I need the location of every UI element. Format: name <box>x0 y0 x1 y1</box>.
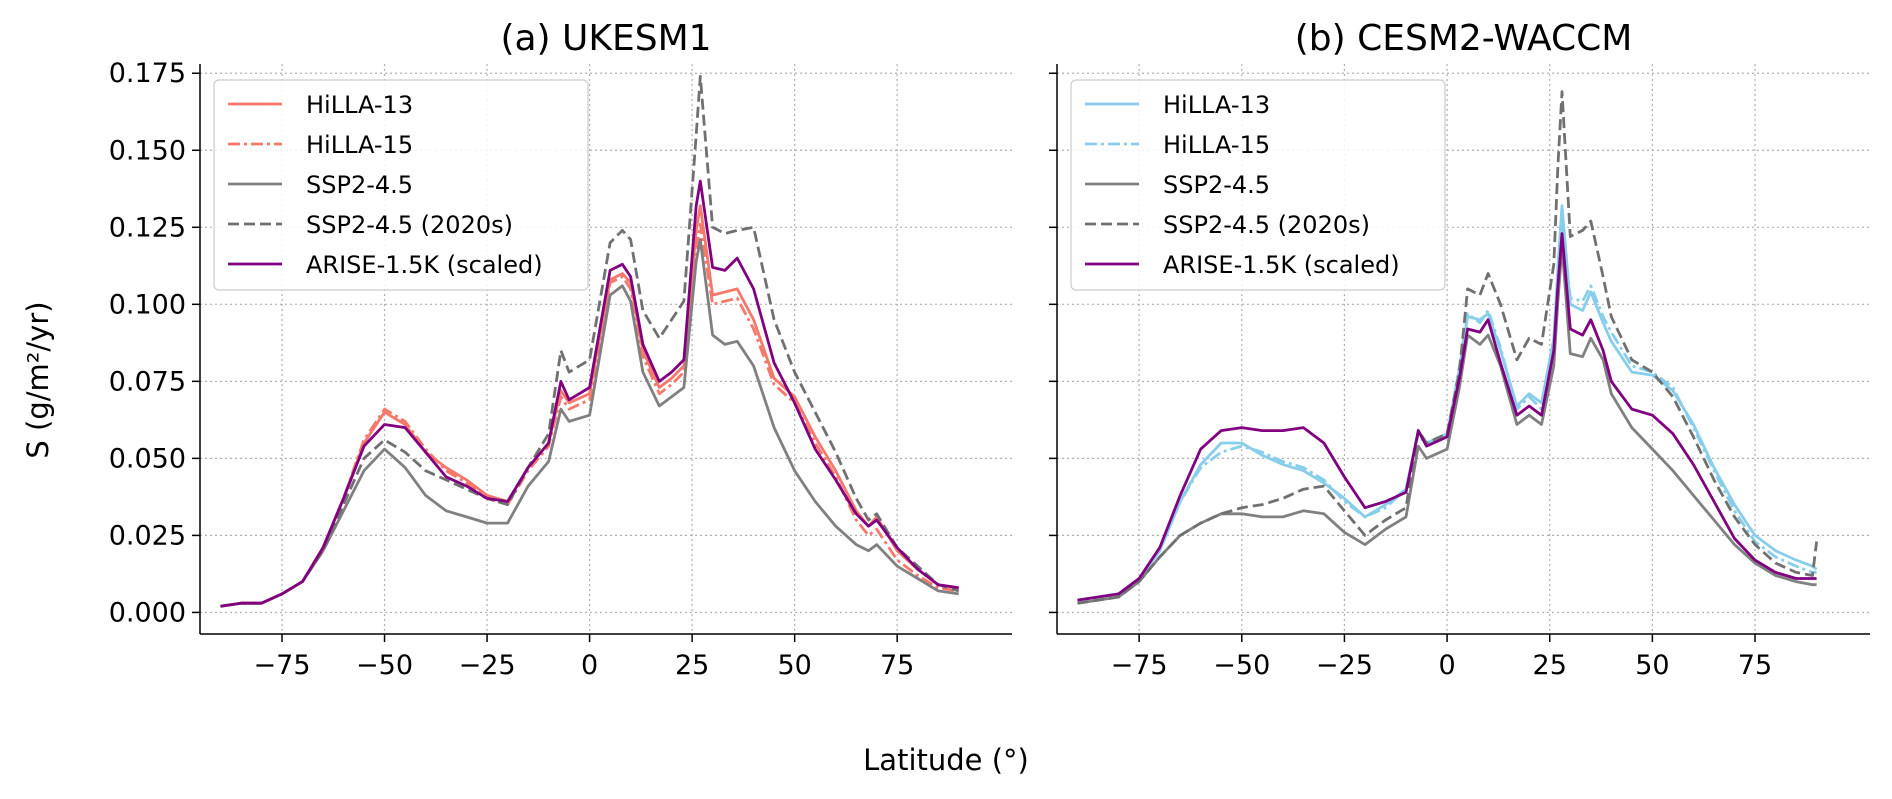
legend <box>213 79 589 291</box>
legend-entry-label: ARISE-1.5K (scaled) <box>1163 251 1400 279</box>
panel-cesm2-waccm: −75 −50 −25 0 25 50 75 (b) CESM2-WACCM HiLLA-13 H… <box>1049 18 1870 681</box>
series-line-2 <box>1077 244 1817 605</box>
x-tick-label: −75 <box>1111 650 1168 681</box>
series-line-4 <box>1077 232 1817 602</box>
legend-entry-label: HiLLA-13 <box>1163 91 1270 119</box>
x-tick-label: 25 <box>675 650 709 681</box>
x-tick-label: 25 <box>1533 650 1567 681</box>
legend-entry-label: SSP2-4.5 (2020s) <box>306 211 513 239</box>
y-tick-label: 0.175 <box>109 58 186 89</box>
x-tick-label: −25 <box>459 650 516 681</box>
y-tick-label: 0.150 <box>109 135 186 166</box>
panel-title: (b) CESM2-WACCM <box>1295 18 1633 59</box>
legend-entry-label: SSP2-4.5 (2020s) <box>1163 211 1370 239</box>
legend-entry-label: SSP2-4.5 <box>306 171 413 199</box>
x-tick-label: 0 <box>581 650 598 681</box>
x-tick-label: 50 <box>1635 650 1669 681</box>
y-tick-label: 0.025 <box>109 520 186 551</box>
legend-entry-label: SSP2-4.5 <box>1163 171 1270 199</box>
x-axis-label: Latitude (°) <box>863 743 1029 777</box>
x-tick-label: 0 <box>1438 650 1455 681</box>
legend-entry-label: HiLLA-15 <box>1163 131 1270 159</box>
y-tick-label: 0.000 <box>109 597 186 628</box>
legend <box>1070 79 1446 291</box>
x-tick-label: 50 <box>777 650 811 681</box>
series-line-3 <box>1077 90 1818 605</box>
series-line-0 <box>220 204 959 608</box>
series-line-1 <box>220 222 959 608</box>
x-tick-label: −50 <box>356 650 413 681</box>
series-line-4 <box>220 179 959 608</box>
series-line-3 <box>220 74 960 608</box>
x-tick-label: −25 <box>1316 650 1373 681</box>
legend-entry-label: HiLLA-13 <box>306 91 413 119</box>
panel-ukesm1: −75 −50 −25 0 25 50 75 0.000 0.025 0.050 0.075 0.10… <box>109 18 1012 681</box>
x-tick-label: 75 <box>1738 650 1772 681</box>
legend-entry-label: ARISE-1.5K (scaled) <box>306 251 543 279</box>
panel-title: (a) UKESM1 <box>500 18 711 59</box>
x-tick-label: −75 <box>254 650 311 681</box>
x-tick-label: 75 <box>880 650 914 681</box>
y-tick-label: 0.100 <box>109 289 186 320</box>
x-tick-label: −50 <box>1213 650 1270 681</box>
y-tick-label: 0.125 <box>109 212 186 243</box>
legend-entry-label: HiLLA-15 <box>306 131 413 159</box>
y-axis-label: S (g/m²/yr) <box>21 301 55 458</box>
series-line-1 <box>1077 219 1817 602</box>
series-line-2 <box>220 238 959 608</box>
y-tick-label: 0.075 <box>109 366 186 397</box>
y-tick-label: 0.050 <box>109 443 186 474</box>
